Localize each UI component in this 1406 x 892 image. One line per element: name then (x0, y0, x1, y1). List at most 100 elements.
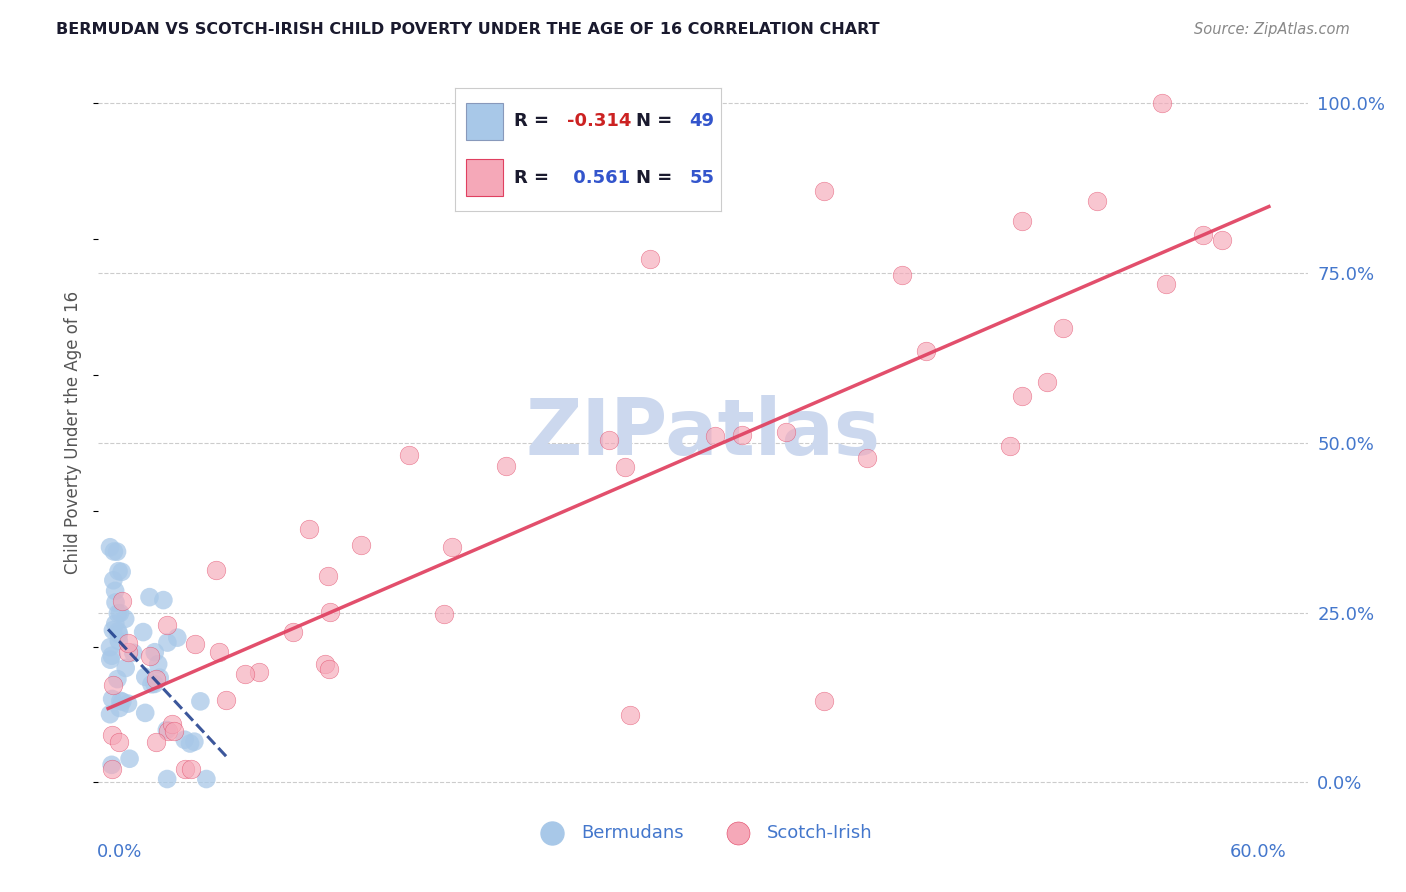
Point (100, 757, 122, 772)
Point (890, 268, 912, 282)
Point (117, 645, 139, 659)
Point (1011, 389, 1033, 403)
Point (1192, 228, 1215, 243)
Point (108, 633, 131, 648)
Point (316, 569, 339, 583)
Point (143, 645, 166, 659)
Point (495, 458, 517, 473)
Point (114, 661, 136, 675)
Point (149, 671, 172, 685)
Point (156, 723, 179, 737)
Point (104, 583, 127, 598)
Point (731, 428, 754, 442)
Text: BERMUDAN VS SCOTCH-IRISH CHILD POVERTY UNDER THE AGE OF 16 CORRELATION CHART: BERMUDAN VS SCOTCH-IRISH CHILD POVERTY U… (56, 22, 880, 37)
Point (108, 735, 131, 749)
Point (1035, 375, 1057, 389)
Point (101, 623, 124, 637)
Point (104, 616, 127, 631)
Point (319, 605, 342, 619)
Point (104, 595, 127, 609)
Point (98, 541, 121, 555)
Text: ZIPatlas: ZIPatlas (526, 394, 880, 471)
Point (350, 538, 373, 552)
Point (101, 678, 124, 692)
Point (1211, 233, 1233, 247)
Point (915, 343, 938, 358)
Point (111, 565, 134, 579)
Point (156, 635, 179, 649)
Point (156, 772, 179, 786)
Point (157, 723, 180, 738)
Point (1011, 213, 1033, 227)
Point (638, 252, 661, 267)
Point (1052, 321, 1074, 335)
Point (180, 762, 202, 776)
Point (208, 644, 231, 658)
Point (98, 653, 121, 667)
Point (215, 693, 238, 707)
Point (1085, 194, 1108, 208)
Point (174, 762, 197, 776)
Point (98, 707, 121, 722)
Point (145, 735, 167, 749)
Point (108, 627, 131, 641)
Point (813, 185, 835, 199)
Point (704, 428, 727, 442)
Point (117, 636, 139, 650)
Point (398, 448, 420, 462)
Point (614, 460, 637, 475)
Point (118, 752, 141, 766)
Point (183, 734, 205, 748)
Point (598, 433, 620, 447)
Point (233, 667, 256, 681)
Point (111, 695, 134, 709)
Point (105, 544, 128, 558)
Point (132, 625, 155, 640)
Point (110, 694, 132, 708)
Point (134, 706, 156, 720)
Point (152, 593, 174, 607)
Text: 0.0%: 0.0% (97, 843, 142, 861)
Point (190, 694, 212, 708)
Point (204, 563, 226, 577)
Point (108, 701, 131, 715)
Point (114, 612, 136, 626)
Point (145, 672, 167, 686)
Point (1152, 96, 1174, 111)
Point (98, 640, 121, 655)
Point (107, 564, 129, 578)
Point (619, 707, 641, 722)
Point (139, 649, 162, 664)
Point (101, 692, 124, 706)
Point (314, 657, 336, 671)
Point (138, 590, 160, 604)
Point (173, 732, 195, 747)
Point (433, 607, 456, 621)
Point (107, 672, 129, 686)
Point (298, 522, 321, 536)
Point (184, 636, 207, 650)
Text: Source: ZipAtlas.com: Source: ZipAtlas.com (1194, 22, 1350, 37)
Point (281, 624, 304, 639)
Point (122, 646, 145, 660)
Point (813, 694, 835, 708)
Legend: Bermudans, Scotch-Irish: Bermudans, Scotch-Irish (527, 817, 879, 849)
Point (103, 544, 125, 558)
Point (195, 772, 218, 786)
Point (440, 540, 463, 554)
Point (101, 728, 124, 742)
Point (247, 665, 270, 679)
Point (101, 762, 124, 776)
Point (101, 648, 124, 663)
Point (179, 737, 201, 751)
Point (160, 716, 183, 731)
Point (998, 439, 1021, 453)
Point (163, 723, 186, 738)
Point (103, 574, 125, 588)
Point (107, 624, 129, 639)
Point (134, 670, 156, 684)
Point (146, 657, 169, 672)
Text: 60.0%: 60.0% (1230, 843, 1286, 861)
Point (775, 425, 797, 439)
Point (143, 677, 166, 691)
